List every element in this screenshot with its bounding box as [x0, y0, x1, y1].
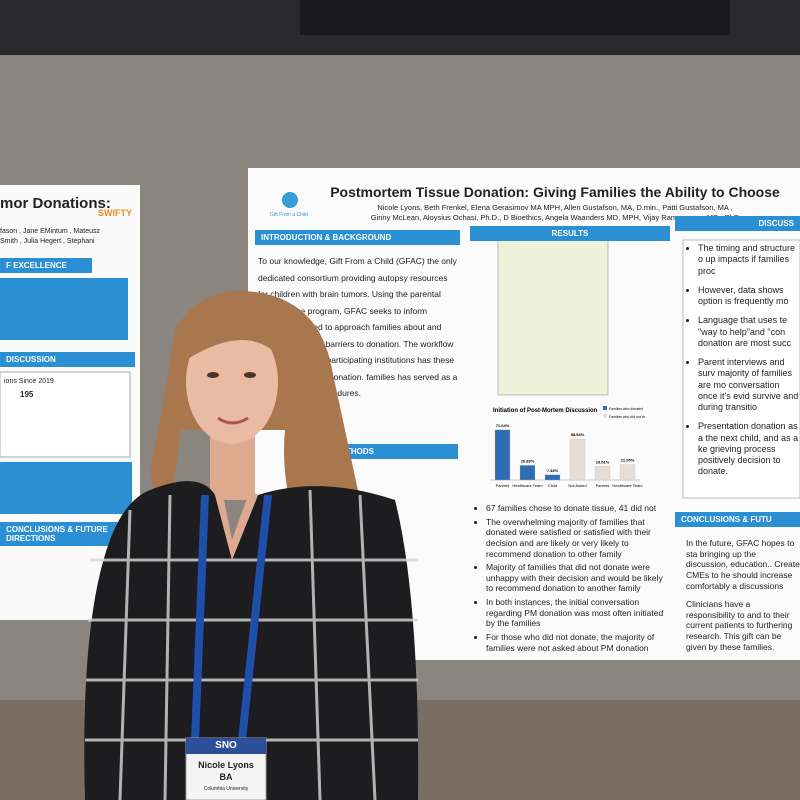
bullet-list: 67 families chose to donate tissue, 41 d… [474, 503, 670, 653]
bar [569, 438, 586, 481]
bullet: Parent interviews and surv majority of f… [698, 357, 800, 413]
x-tick-label: Parents [596, 483, 610, 488]
discussion-box [682, 239, 800, 499]
bullet: In both instances, the initial conversat… [486, 597, 670, 629]
value-label: 20.89% [521, 458, 535, 463]
bar [619, 464, 636, 481]
legend-swatch [603, 414, 607, 418]
bullet: However, data shows option is frequently… [698, 285, 800, 308]
value-label: 58.54% [571, 432, 585, 437]
legend-label: Families who did not donate [609, 415, 645, 419]
figure-title: ions Since 2019 [4, 378, 54, 385]
bullet: Majority of families that did not donate… [486, 562, 670, 594]
authors: Nicole Lyons, Beth Frenkel, Elena Gerasi… [377, 203, 733, 212]
bullet: For those who did not donate, the majori… [486, 632, 670, 653]
badge-header [186, 738, 266, 754]
value-label: 71.64% [496, 423, 510, 428]
logo-icon [282, 192, 298, 208]
section-header: THODS [340, 444, 458, 459]
value-label: 7.46% [547, 468, 559, 473]
bar [544, 474, 561, 481]
paragraph: Clinicians have a responsibility to and … [686, 599, 793, 652]
bullet: The timing and structure o up impacts if… [698, 243, 800, 277]
bar [494, 429, 511, 481]
bullet: Language that uses te "way to help"and "… [698, 315, 800, 349]
left-blue-box [0, 278, 128, 340]
conclusions-text: In the future, GFAC hopes to sta bringin… [686, 538, 800, 653]
legend-label: Families who donated [609, 407, 643, 411]
bar [519, 465, 536, 481]
left-logo: SWIFTY [98, 208, 132, 218]
bar-chart: Initiation of Post-Mortem Discussion Fami… [490, 406, 645, 488]
left-blue-box [0, 462, 132, 514]
lanyard [238, 494, 272, 741]
results-bullets: 67 families chose to donate tissue, 41 d… [474, 503, 670, 656]
paragraph: In the future, GFAC hopes to sta bringin… [686, 538, 800, 591]
section-header: INTRODUCTION & BACKGROUND [255, 230, 460, 245]
chart-title: Initiation of Post-Mortem Discussion [493, 408, 598, 414]
eye [207, 372, 219, 378]
legend-swatch [603, 406, 607, 410]
screen [300, 0, 730, 35]
x-tick-label: Not Asked [568, 483, 586, 488]
x-tick-label: Child [548, 483, 557, 488]
bullet: 67 families chose to donate tissue, 41 d… [486, 503, 670, 514]
bullet-list: The timing and structure o up impacts if… [686, 243, 800, 478]
discussion-bullets: The timing and structure o up impacts if… [686, 243, 800, 486]
value-label: 19.51% [596, 459, 610, 464]
bullet: The overwhelming majority of families th… [486, 517, 670, 560]
value-label: 21.95% [621, 458, 635, 463]
face [186, 320, 278, 444]
lanyard [191, 494, 209, 741]
section-header: DISCUSSION [0, 352, 135, 367]
section-header: CONCLUSIONS & FUTU [675, 512, 800, 527]
x-tick-label: Healthcare Team [612, 483, 643, 488]
left-author: fason , Jane EMintum , Mateusz [0, 228, 100, 235]
section-header: RESULTS [470, 226, 670, 241]
left-figure [0, 371, 131, 458]
bar [594, 466, 611, 481]
authors: Ginny McLean, Aloysius Ochasi, Ph.D., D … [370, 213, 740, 222]
left-title: mor Donations: [0, 195, 111, 212]
poster-logo: Gift From a Child [270, 212, 308, 218]
x-tick-label: Healthcare Team [512, 483, 543, 488]
eye [244, 372, 256, 378]
poster-title: Postmortem Tissue Donation: Giving Famil… [330, 184, 780, 200]
section-header: F EXCELLENCE [0, 258, 92, 273]
bullet: Presentation donation as a the next chil… [698, 421, 800, 477]
section-header: DISCUSS [675, 216, 800, 231]
x-tick-label: Parents [496, 483, 510, 488]
bangs [186, 308, 283, 360]
collar-skin [215, 490, 258, 560]
smile [217, 416, 249, 425]
figure-number: 195 [20, 390, 34, 399]
left-author: Smith , Julia Hegert , Stephani [0, 238, 95, 245]
